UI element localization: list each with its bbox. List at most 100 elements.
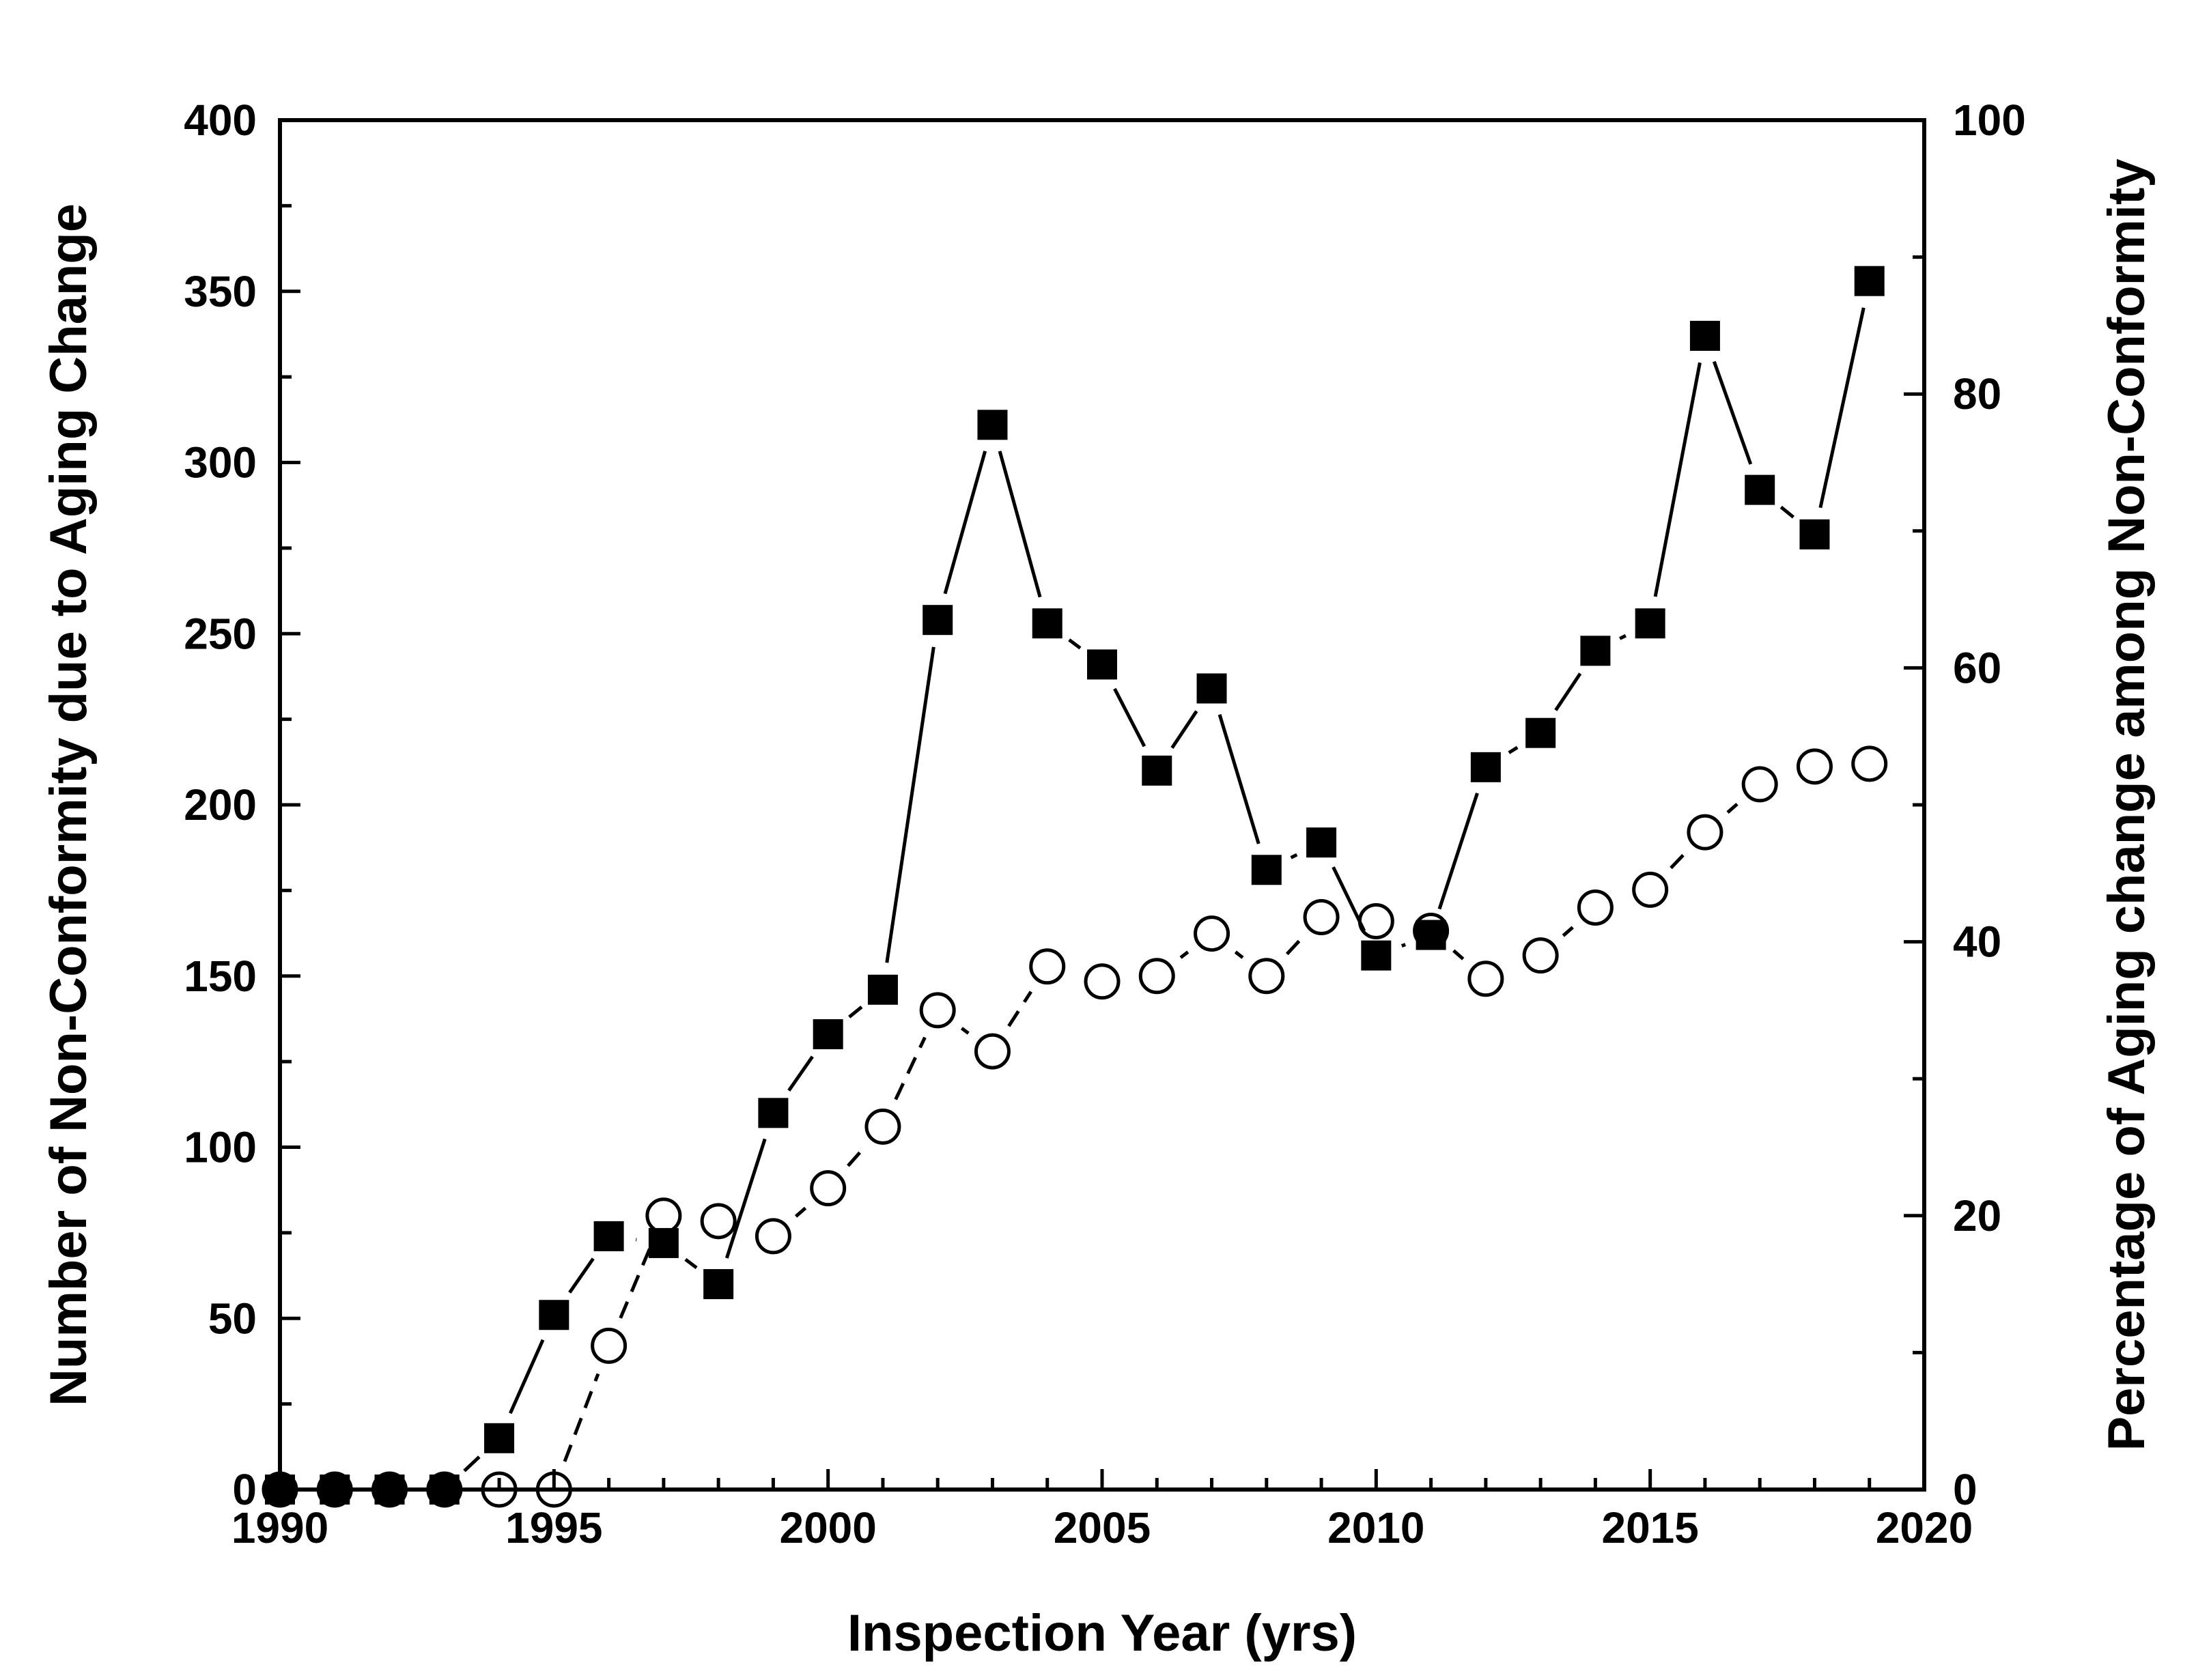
series-1-circle-marker bbox=[864, 1108, 901, 1145]
series-1-circle-marker bbox=[1741, 766, 1778, 803]
series-1-circle-marker bbox=[810, 1170, 847, 1207]
series-0-segment bbox=[1068, 638, 1082, 650]
axes-layer: 1990 1995 2000 2005 2010 2015 2020050100150200… bbox=[184, 96, 2026, 1552]
x-tick-label: 2020 bbox=[1876, 1503, 1973, 1552]
series-0-segment bbox=[1712, 360, 1753, 465]
series-1-circle-marker bbox=[1467, 960, 1504, 997]
y-right-tick-label: 100 bbox=[1953, 96, 2026, 145]
series-1-circle-marker bbox=[1029, 948, 1066, 985]
right-y-axis-title: Percentage of Aging change among Non-Con… bbox=[2098, 158, 2156, 1451]
series-1-circle-marker bbox=[755, 1218, 791, 1255]
x-tick-label: 1990 bbox=[231, 1503, 328, 1552]
series-1-segment bbox=[563, 1373, 600, 1462]
series-1-segment bbox=[619, 1242, 654, 1319]
series-0-segment bbox=[1779, 505, 1794, 519]
y-right-tick-label: 40 bbox=[1953, 917, 2001, 967]
series-0-square-marker bbox=[1580, 636, 1611, 666]
series-0-segment bbox=[1290, 853, 1298, 859]
series-0-square-marker bbox=[1087, 649, 1117, 680]
series-1-circle-marker bbox=[1138, 958, 1175, 995]
series-0-square-marker bbox=[1032, 608, 1062, 639]
series-0-segment bbox=[1818, 307, 1866, 509]
series-1-circle-marker bbox=[645, 1197, 682, 1234]
series-1-segment bbox=[1726, 802, 1738, 814]
series-0-square-marker bbox=[1306, 827, 1337, 858]
series-1-segment bbox=[960, 1027, 970, 1035]
series-0-segment bbox=[787, 1055, 814, 1092]
series-1-segment bbox=[1670, 853, 1686, 870]
series-0-segment bbox=[1554, 672, 1582, 711]
series-0-segment bbox=[1508, 745, 1519, 754]
series-1-circle-marker bbox=[1687, 814, 1723, 851]
series-0-square-marker bbox=[1361, 940, 1392, 971]
x-tick-label: 2010 bbox=[1327, 1503, 1424, 1552]
y-left-tick-label: 100 bbox=[184, 1123, 257, 1172]
y-right-tick-label: 80 bbox=[1953, 369, 2001, 418]
series-0-square-marker bbox=[1251, 855, 1282, 885]
series-0-segment bbox=[1400, 943, 1407, 948]
y-left-tick-label: 150 bbox=[184, 952, 257, 1001]
series-0-segment bbox=[568, 1257, 595, 1294]
series-1-segment bbox=[847, 1148, 864, 1167]
x-tick-label: 2005 bbox=[1054, 1503, 1151, 1552]
series-0-square-marker bbox=[1470, 752, 1501, 782]
series-0-segment bbox=[885, 646, 935, 963]
left-y-axis-title: Number of Non-Conformity due to Aging Ch… bbox=[40, 203, 98, 1406]
y-right-tick-label: 0 bbox=[1953, 1465, 1977, 1514]
series-0-segment bbox=[684, 1257, 698, 1270]
x-tick-label: 2000 bbox=[779, 1503, 876, 1552]
series-1-segment bbox=[1179, 950, 1190, 959]
series-layer bbox=[262, 266, 1888, 1508]
series-1-circle-marker bbox=[1413, 913, 1450, 950]
series-0-square-marker bbox=[923, 605, 953, 636]
series-0-segment bbox=[943, 451, 987, 595]
series-1-circle-marker bbox=[1577, 889, 1614, 926]
series-0-segment bbox=[1653, 362, 1702, 597]
series-0-square-marker bbox=[703, 1269, 734, 1300]
y-left-tick-label: 200 bbox=[184, 780, 257, 829]
series-0-segment bbox=[1113, 687, 1146, 748]
y-right-tick-label: 60 bbox=[1953, 643, 2001, 692]
series-0-square-marker bbox=[977, 410, 1008, 440]
series-0-segment bbox=[509, 1339, 545, 1414]
x-tick-label: 2015 bbox=[1601, 1503, 1698, 1552]
series-1-circle-marker bbox=[1084, 963, 1121, 1000]
y-left-tick-label: 250 bbox=[184, 609, 257, 658]
series-0-square-marker bbox=[867, 974, 898, 1005]
series-1-circle-marker bbox=[919, 992, 956, 1029]
series-0-square-marker bbox=[1854, 266, 1885, 296]
series-1-segment bbox=[1234, 950, 1244, 959]
series-1-segment bbox=[1562, 926, 1574, 937]
series-0-square-marker bbox=[1799, 519, 1830, 550]
series-1-circle-marker bbox=[1796, 748, 1833, 785]
series-0-segment bbox=[1217, 714, 1261, 844]
x-axis-title: Inspection Year (yrs) bbox=[847, 1604, 1357, 1662]
series-1-circle-marker bbox=[1248, 958, 1285, 995]
series-1-circle-marker bbox=[974, 1033, 1011, 1070]
series-1-circle-marker bbox=[1194, 915, 1230, 952]
series-0-square-marker bbox=[758, 1098, 789, 1128]
series-0-segment bbox=[1437, 793, 1479, 910]
series-1-segment bbox=[1452, 949, 1465, 960]
series-0-square-marker bbox=[1635, 608, 1665, 639]
series-0-segment bbox=[724, 1138, 767, 1259]
series-0-square-marker bbox=[1142, 755, 1172, 786]
series-1-circle-marker bbox=[1303, 898, 1340, 935]
series-0-square-marker bbox=[593, 1221, 624, 1251]
series-1-circle-marker bbox=[1632, 871, 1669, 908]
series-1-circle-marker bbox=[700, 1203, 737, 1240]
y-left-tick-label: 0 bbox=[232, 1465, 257, 1514]
x-tick-label: 1995 bbox=[505, 1503, 602, 1552]
series-1-circle-marker bbox=[1357, 903, 1394, 940]
y-left-tick-label: 300 bbox=[184, 438, 257, 487]
series-0-square-marker bbox=[484, 1423, 515, 1453]
series-1-segment bbox=[1007, 991, 1032, 1027]
series-0-segment bbox=[1170, 710, 1198, 749]
series-0-segment bbox=[1619, 633, 1627, 640]
series-0-square-marker bbox=[539, 1300, 569, 1330]
series-1-segment bbox=[894, 1036, 927, 1100]
series-1-circle-marker bbox=[1851, 745, 1888, 782]
series-0-segment bbox=[463, 1455, 481, 1472]
series-1-circle-marker bbox=[1522, 937, 1559, 974]
